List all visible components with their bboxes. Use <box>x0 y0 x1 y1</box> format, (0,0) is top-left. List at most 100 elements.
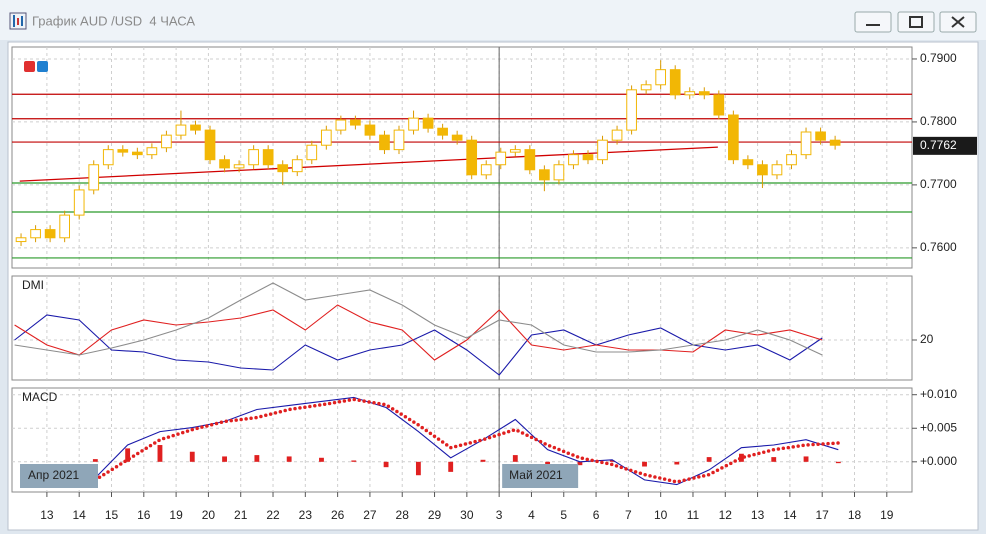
last-price-label: 0.7762 <box>920 138 957 152</box>
month-label-box <box>502 464 579 488</box>
y-tick-label: 0.7800 <box>920 114 957 128</box>
x-tick-label: 13 <box>751 508 765 522</box>
x-tick-label: 30 <box>460 508 474 522</box>
histogram-bar <box>739 453 744 462</box>
panel <box>11 387 913 493</box>
x-tick-label: 20 <box>202 508 216 522</box>
candle-body <box>204 129 216 161</box>
x-tick-label: 14 <box>73 508 87 522</box>
candle-body <box>408 117 419 131</box>
x-tick-label: 28 <box>396 508 410 522</box>
x-tick-label: 4 <box>528 508 535 522</box>
color-swatch[interactable] <box>24 61 35 72</box>
x-tick-label: 5 <box>560 508 567 522</box>
histogram-bar <box>189 451 195 462</box>
histogram-bar <box>480 459 486 462</box>
candle-body <box>335 119 347 131</box>
candle-body <box>539 169 550 181</box>
panel <box>11 46 913 269</box>
close-glyph <box>951 16 965 28</box>
candle-body <box>771 164 783 176</box>
histogram-bar <box>674 461 680 465</box>
candle-body <box>44 229 56 239</box>
maximize-button[interactable] <box>897 11 935 33</box>
candle-body <box>626 89 637 131</box>
icon-frame <box>9 12 27 30</box>
candle-body <box>59 214 71 239</box>
histogram-bar <box>771 457 777 462</box>
candle-body <box>364 124 376 136</box>
histogram-bar <box>222 456 227 462</box>
candle-body <box>219 159 230 169</box>
histogram-bar <box>125 448 131 462</box>
candle-body <box>669 69 681 96</box>
indicator-line <box>14 282 823 356</box>
y-tick-label: 0.7700 <box>920 177 957 191</box>
candle-body <box>815 131 826 141</box>
last-price-box <box>913 136 977 155</box>
candle-body <box>15 237 27 243</box>
histogram-bar <box>286 456 292 462</box>
candle-body <box>553 164 565 181</box>
histogram-bar <box>577 461 583 466</box>
maximize-glyph <box>909 16 923 28</box>
candle-body <box>146 147 158 156</box>
x-tick-label: 27 <box>363 508 377 522</box>
month-label-box <box>20 464 98 488</box>
candle-body <box>728 114 739 161</box>
candle-body <box>757 164 768 176</box>
color-swatch[interactable] <box>37 61 48 72</box>
histogram-bar <box>803 456 809 462</box>
candle-body <box>495 151 507 166</box>
candle-body <box>161 134 172 149</box>
y-tick-label: +0.010 <box>920 387 957 401</box>
x-tick-label: 14 <box>783 508 797 522</box>
x-tick-label: 23 <box>299 508 313 522</box>
x-tick-label: 6 <box>593 508 600 522</box>
candle-body <box>422 117 434 129</box>
histogram-bar <box>92 459 98 462</box>
candle-body <box>800 131 812 156</box>
x-tick-label: 29 <box>428 508 442 522</box>
x-tick-label: 13 <box>40 508 54 522</box>
candle-body <box>350 119 361 126</box>
panel-title: DMI <box>22 278 44 292</box>
histogram-bar <box>835 461 841 464</box>
indicator-line <box>14 314 823 376</box>
y-tick-label: 0.7600 <box>920 240 957 254</box>
y-tick-label: 0.7900 <box>920 51 957 65</box>
candle-body <box>277 164 289 173</box>
histogram-bar <box>642 461 647 467</box>
candle-body <box>175 124 187 136</box>
histogram-bar <box>254 455 260 462</box>
x-tick-label: 16 <box>137 508 151 522</box>
candle-body <box>73 189 85 216</box>
month-label: Май 2021 <box>509 468 563 482</box>
candle-body <box>466 139 478 176</box>
candle-body <box>233 164 245 169</box>
minimize-button[interactable] <box>854 11 892 33</box>
month-label: Апр 2021 <box>28 468 80 482</box>
x-tick-label: 19 <box>169 508 183 522</box>
candle-body <box>509 149 521 153</box>
candle-body <box>480 164 492 176</box>
candle-body <box>379 134 390 151</box>
candle-body <box>582 154 594 161</box>
histogram-bar <box>351 460 357 462</box>
candle-body <box>611 129 623 141</box>
x-tick-label: 19 <box>880 508 894 522</box>
candle-body <box>262 149 274 166</box>
x-tick-label: 15 <box>105 508 119 522</box>
candle-body <box>713 94 725 116</box>
panel-title: MACD <box>22 390 58 404</box>
window-buttons <box>854 11 977 33</box>
candle-body <box>320 129 332 146</box>
x-tick-label: 12 <box>719 508 733 522</box>
histogram-bar <box>706 457 712 462</box>
window-icon <box>9 12 27 30</box>
indicator-line <box>14 304 823 361</box>
x-tick-label: 18 <box>848 508 862 522</box>
candle-body <box>742 159 754 166</box>
